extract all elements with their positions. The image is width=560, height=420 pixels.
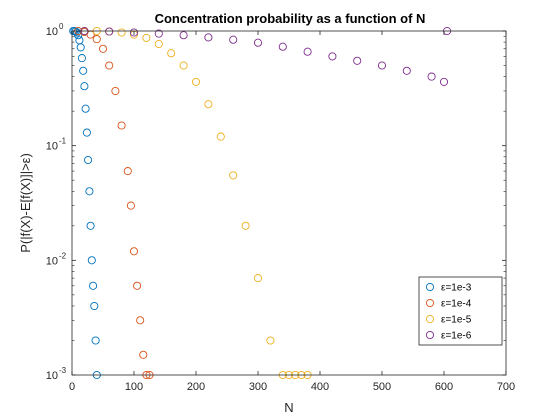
- data-point: [204, 33, 213, 42]
- axes-box: [71, 30, 507, 376]
- data-point: [84, 155, 93, 165]
- y-tick-exponent: -2: [59, 251, 67, 260]
- data-point: [266, 336, 275, 345]
- y-tick-label: 10: [46, 255, 58, 267]
- x-tick-label: 400: [311, 381, 329, 393]
- data-point: [111, 86, 120, 96]
- data-point: [191, 77, 201, 86]
- data-point: [129, 28, 139, 37]
- data-point: [154, 39, 163, 49]
- data-point: [136, 316, 145, 325]
- data-point: [427, 72, 436, 81]
- data-point: [117, 28, 126, 37]
- data-point: [91, 336, 100, 345]
- legend-box: [418, 276, 503, 346]
- y-tick-exponent: -1: [59, 137, 67, 146]
- data-point: [216, 132, 225, 141]
- data-point: [154, 29, 163, 38]
- x-tick-label: 300: [249, 381, 267, 393]
- x-tick-label: 700: [497, 381, 515, 393]
- data-point: [87, 256, 96, 265]
- data-point: [82, 128, 91, 137]
- data-point: [123, 167, 132, 176]
- data-point: [133, 281, 142, 290]
- x-tick-label: 600: [435, 381, 453, 393]
- data-point: [74, 31, 83, 40]
- data-point: [253, 38, 263, 47]
- data-point: [402, 66, 411, 75]
- data-point: [179, 31, 188, 40]
- legend-label: ε=1e-4: [441, 299, 472, 310]
- data-point: [353, 56, 362, 65]
- data-point: [79, 66, 88, 75]
- data-point: [204, 100, 213, 109]
- data-point: [117, 121, 126, 130]
- data-point: [167, 49, 176, 58]
- data-point: [90, 301, 99, 311]
- y-tick-label: 10: [46, 370, 58, 382]
- data-point: [328, 52, 337, 61]
- data-point: [86, 221, 95, 230]
- data-point: [253, 274, 263, 283]
- chart-title: Concentration probability as a function …: [155, 11, 426, 26]
- data-point: [229, 35, 238, 44]
- x-tick-label: 200: [187, 381, 205, 393]
- data-point: [76, 43, 85, 52]
- data-point: [92, 35, 101, 44]
- data-point: [139, 350, 148, 359]
- x-tick-label: 0: [69, 381, 75, 393]
- data-point: [142, 33, 151, 42]
- data-point: [179, 61, 188, 70]
- legend-marker: [425, 282, 435, 292]
- legend: ε=1e-3 ε=1e-4 ε=1e-5 ε=1e-6: [418, 276, 503, 346]
- data-point: [81, 104, 90, 113]
- data-point: [129, 247, 139, 256]
- data-point: [98, 44, 108, 53]
- legend-marker: [425, 314, 435, 324]
- legend-label: ε=1e-5: [441, 315, 472, 326]
- data-marks: [69, 26, 452, 380]
- data-point: [105, 61, 114, 70]
- data-point: [439, 77, 449, 86]
- legend-label: ε=1e-6: [441, 331, 472, 342]
- legend-marker: [425, 298, 435, 308]
- data-point: [85, 187, 94, 196]
- y-tick-label: 10: [46, 141, 58, 153]
- x-tick-label: 100: [125, 381, 143, 393]
- data-point: [89, 281, 98, 290]
- x-axis-ticks: 0 100 200 300 400 500 600 700: [69, 31, 515, 393]
- data-point: [80, 82, 89, 91]
- data-point: [303, 47, 312, 56]
- y-axis-title: P(|f(X)-E[f(X)]|>ε): [18, 153, 33, 253]
- legend-marker: [425, 330, 435, 340]
- x-axis-title: N: [284, 400, 293, 415]
- y-tick-exponent: 0: [59, 22, 64, 31]
- data-point: [377, 61, 387, 70]
- data-point: [77, 54, 86, 63]
- x-tick-label: 500: [373, 381, 391, 393]
- data-point: [241, 221, 250, 230]
- legend-label: ε=1e-3: [441, 283, 472, 294]
- data-point: [278, 42, 287, 51]
- y-tick-label: 10: [46, 26, 58, 38]
- data-point: [229, 171, 238, 180]
- data-point: [126, 201, 135, 210]
- data-point: [105, 27, 114, 36]
- y-tick-exponent: -3: [59, 366, 67, 375]
